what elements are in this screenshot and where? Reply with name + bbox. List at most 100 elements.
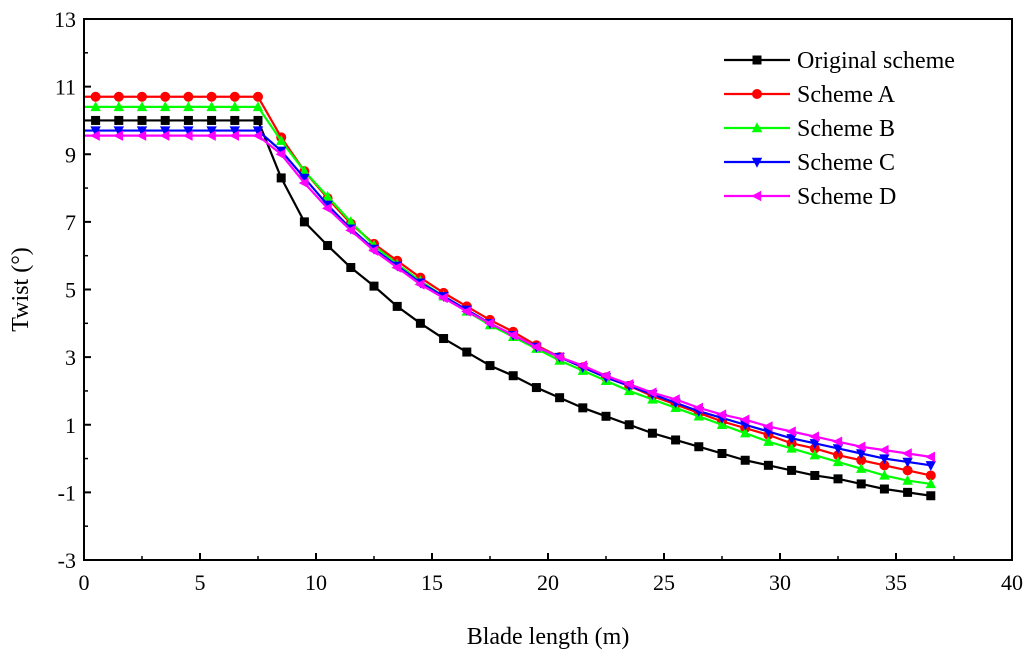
data-point <box>136 130 147 141</box>
data-point <box>856 449 867 460</box>
data-point <box>114 115 124 125</box>
data-point <box>368 245 379 256</box>
data-point <box>113 126 124 137</box>
data-point <box>160 115 170 125</box>
data-point <box>276 135 287 145</box>
data-point <box>229 101 240 112</box>
data-point <box>763 460 773 470</box>
data-point <box>809 449 820 460</box>
data-point <box>600 370 611 381</box>
data-point <box>647 428 657 438</box>
series-5 <box>84 130 935 463</box>
data-point <box>578 403 588 413</box>
data-point <box>137 91 147 102</box>
data-point <box>856 455 867 466</box>
data-point <box>601 411 611 421</box>
y-tick-label: -1 <box>58 480 76 505</box>
data-point <box>856 463 867 473</box>
data-point <box>462 347 472 357</box>
data-point <box>739 414 750 425</box>
data-point <box>855 441 866 452</box>
data-point <box>740 427 751 438</box>
legend-item: Scheme B <box>724 116 895 142</box>
data-point <box>113 101 124 112</box>
legend-item: Scheme D <box>724 184 896 210</box>
data-point <box>809 431 819 442</box>
data-point <box>925 451 935 463</box>
data-point <box>160 91 171 102</box>
data-point <box>137 115 147 125</box>
legend-label: Scheme A <box>797 82 896 108</box>
y-axis-title: Twist (°) <box>8 247 34 332</box>
data-point <box>879 454 890 465</box>
y-tick-label: 1 <box>65 413 76 438</box>
data-point <box>346 263 356 273</box>
data-point <box>136 126 148 137</box>
data-point <box>832 436 843 447</box>
data-point <box>160 101 171 112</box>
data-point <box>253 115 263 125</box>
data-point <box>321 203 332 214</box>
x-tick-label: 35 <box>885 570 907 595</box>
data-point <box>113 91 124 102</box>
data-point <box>183 126 194 137</box>
data-point <box>646 387 657 398</box>
data-point <box>253 91 263 102</box>
data-point <box>832 456 844 467</box>
x-tick-label: 15 <box>421 570 443 595</box>
data-point <box>693 402 703 414</box>
data-point <box>183 101 194 112</box>
data-point <box>833 450 843 461</box>
data-point <box>786 434 797 444</box>
legend-item: Scheme C <box>724 150 895 176</box>
y-tick-label: 11 <box>55 75 76 100</box>
legend-label: Scheme D <box>797 184 896 210</box>
data-point <box>414 279 425 290</box>
data-point <box>879 469 890 480</box>
series-4 <box>84 126 936 472</box>
data-point <box>485 361 495 371</box>
data-point <box>391 262 402 273</box>
data-point <box>925 470 936 481</box>
data-point <box>508 371 518 381</box>
data-point <box>229 91 240 102</box>
data-point <box>90 91 101 102</box>
data-point <box>207 115 217 125</box>
data-point <box>159 130 170 141</box>
data-point <box>716 409 727 420</box>
data-point <box>530 341 541 353</box>
data-point <box>785 426 796 437</box>
data-point <box>160 126 171 137</box>
data-point <box>392 301 402 311</box>
x-axis-title: Blade length (m) <box>467 624 630 650</box>
data-point <box>437 292 448 304</box>
x-tick-label: 10 <box>305 570 327 595</box>
data-point <box>832 444 844 455</box>
data-point <box>787 465 797 475</box>
data-point <box>252 130 263 141</box>
data-point <box>90 101 101 112</box>
data-point <box>206 91 217 102</box>
data-point <box>415 318 425 328</box>
x-tick-label: 30 <box>769 570 791 595</box>
data-point <box>903 487 913 497</box>
data-point <box>229 130 239 141</box>
data-point <box>183 91 194 102</box>
y-tick-label: 7 <box>65 210 76 235</box>
data-point <box>484 318 495 329</box>
data-point <box>623 378 634 390</box>
data-point <box>669 394 680 405</box>
data-point <box>206 101 217 112</box>
y-tick-label: 3 <box>65 345 76 370</box>
data-point <box>507 329 518 341</box>
legend-label: Scheme B <box>797 116 895 142</box>
data-point <box>299 165 310 176</box>
data-point <box>925 478 936 489</box>
legend-marker <box>752 89 762 99</box>
series-line <box>84 129 931 467</box>
data-point <box>716 419 728 429</box>
data-point <box>369 281 379 291</box>
data-point <box>89 130 100 141</box>
data-point <box>461 306 471 317</box>
legend-item: Original scheme <box>724 48 955 74</box>
